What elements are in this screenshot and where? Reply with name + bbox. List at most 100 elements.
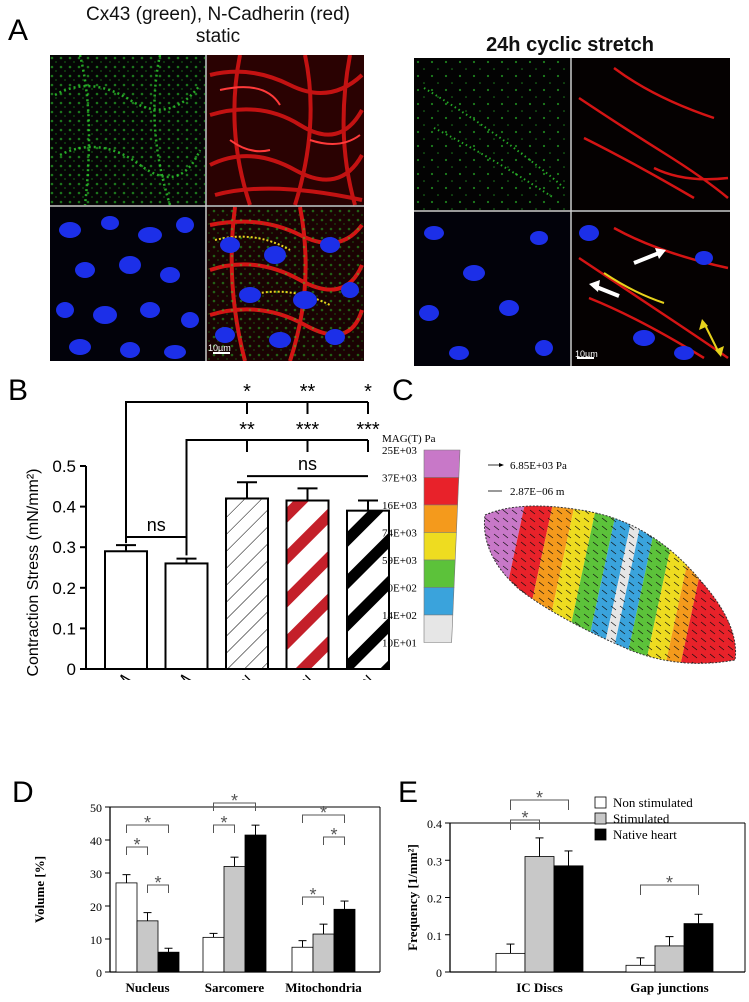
displacement-vector xyxy=(637,605,644,611)
displacement-vector xyxy=(637,589,644,595)
displacement-vector xyxy=(493,549,500,555)
displacement-vector xyxy=(520,517,527,523)
displacement-vector xyxy=(556,589,563,595)
displacement-vector xyxy=(520,573,527,579)
displacement-vector xyxy=(520,661,527,664)
displacement-vector xyxy=(700,661,707,664)
displacement-vector xyxy=(619,613,626,619)
displacement-vector xyxy=(493,637,500,643)
displacement-vector xyxy=(538,637,545,643)
displacement-vector xyxy=(628,653,635,659)
displacement-vector xyxy=(502,541,509,547)
displacement-vector xyxy=(538,621,545,627)
displacement-vector xyxy=(529,533,536,539)
displacement-vector xyxy=(583,661,590,664)
displacement-vector xyxy=(529,525,536,531)
displacement-vector xyxy=(574,621,581,627)
displacement-vector xyxy=(610,637,617,643)
x-tick-label: hFetal 14w xyxy=(198,671,256,680)
x-tick-label: hFetal 19w xyxy=(319,671,377,680)
displacement-vector xyxy=(592,597,599,603)
displacement-vector xyxy=(655,573,662,579)
displacement-vector xyxy=(565,525,572,531)
displacement-vector xyxy=(592,581,599,587)
displacement-vector xyxy=(574,637,581,643)
displacement-vector xyxy=(709,581,716,587)
displacement-vector xyxy=(700,597,707,603)
displacement-vector xyxy=(737,622,742,626)
displacement-vector xyxy=(718,637,725,643)
cell-outline xyxy=(483,505,737,664)
displacement-vector xyxy=(529,629,536,635)
panel-a-label: A xyxy=(8,14,29,47)
displacement-vector xyxy=(691,525,698,531)
significance-bracket xyxy=(302,814,345,823)
y-tick-label: 0 xyxy=(436,966,442,980)
displacement-vector xyxy=(538,533,545,539)
displacement-vector xyxy=(529,573,536,579)
displacement-vector xyxy=(484,661,491,664)
displacement-vector xyxy=(673,565,680,571)
displacement-vector xyxy=(493,629,500,635)
legend-swatch xyxy=(594,796,607,809)
displacement-vector xyxy=(592,613,599,619)
displacement-vector xyxy=(574,525,581,531)
displacement-vector xyxy=(673,653,680,659)
displacement-vector xyxy=(637,653,644,659)
displacement-vector xyxy=(646,589,653,595)
x-tick-label: hFetal 17w xyxy=(259,671,317,680)
displacement-vector xyxy=(664,597,671,603)
displacement-vector xyxy=(520,605,527,611)
displacement-vector xyxy=(646,661,653,664)
displacement-vector xyxy=(520,613,527,619)
displacement-vector xyxy=(565,621,572,627)
displacement-vector xyxy=(574,517,581,523)
displacement-vector xyxy=(637,541,644,547)
displacement-vector xyxy=(718,557,725,563)
displacement-vector xyxy=(556,661,563,664)
displacement-vector xyxy=(646,637,653,643)
displacement-vector xyxy=(655,605,662,611)
displacement-vector xyxy=(601,661,608,664)
displacement-vector xyxy=(709,645,716,651)
displacement-vector xyxy=(737,646,742,650)
displacement-vector xyxy=(691,549,698,555)
x-category-label: Mitochondria xyxy=(285,980,362,995)
displacement-vector xyxy=(619,621,626,627)
bar-ic-discs xyxy=(553,865,584,973)
displacement-vector xyxy=(493,653,500,659)
displacement-vector xyxy=(637,661,644,664)
displacement-vector xyxy=(583,525,590,531)
displacement-vector xyxy=(547,661,554,664)
displacement-vector xyxy=(637,565,644,571)
displacement-vector xyxy=(502,653,509,659)
displacement-vector xyxy=(520,509,527,515)
displacement-vector xyxy=(547,517,554,523)
significance-star: * xyxy=(144,813,151,833)
displacement-vector xyxy=(574,549,581,555)
displacement-vector xyxy=(583,549,590,555)
displacement-vector xyxy=(547,637,554,643)
displacement-vector xyxy=(529,541,536,547)
displacement-vector xyxy=(709,613,716,619)
y-tick-label: 30 xyxy=(90,867,102,881)
displacement-vector xyxy=(682,581,689,587)
displacement-vector xyxy=(628,541,635,547)
displacement-vector xyxy=(565,661,572,664)
displacement-vector xyxy=(655,629,662,635)
displacement-vector xyxy=(556,565,563,571)
legend-swatch xyxy=(423,559,456,588)
displacement-vector xyxy=(682,629,689,635)
x-tick-label: hiPS-CM xyxy=(146,672,196,681)
displacement-vector xyxy=(484,613,491,619)
displacement-vector xyxy=(709,509,716,515)
displacement-vector xyxy=(709,565,716,571)
panel-c-label: C xyxy=(392,374,414,407)
displacement-vector xyxy=(682,565,689,571)
bar-sarcomere xyxy=(244,834,267,973)
displacement-vector xyxy=(628,549,635,555)
displacement-vector xyxy=(637,581,644,587)
displacement-vector xyxy=(682,605,689,611)
legend-title: MAG(T) Pa xyxy=(382,433,436,445)
displacement-vector xyxy=(556,517,563,523)
